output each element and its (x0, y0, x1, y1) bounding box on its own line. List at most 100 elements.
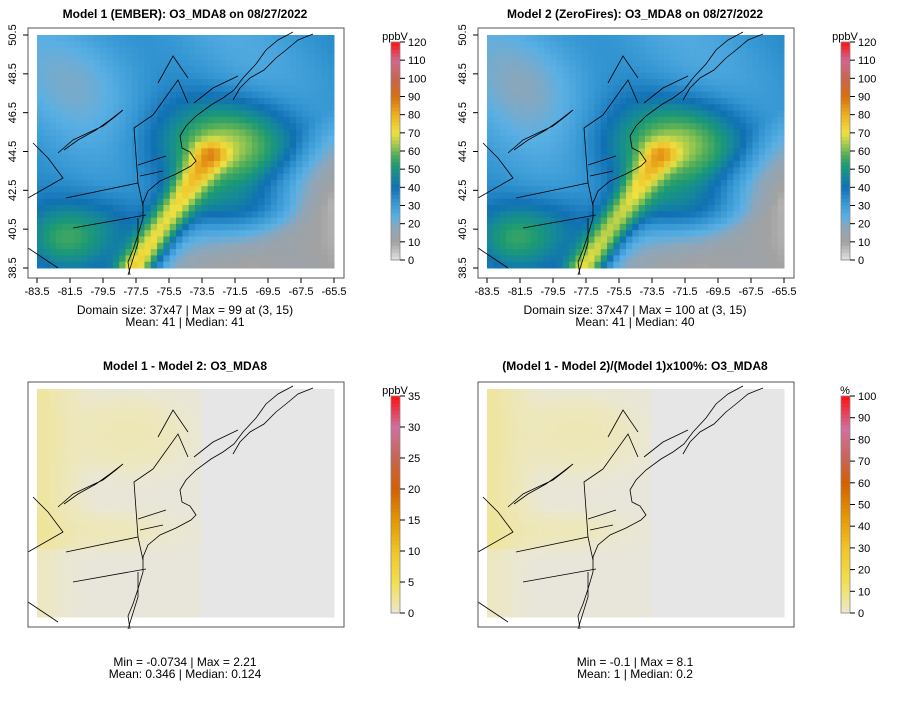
heatmap-cell (746, 223, 753, 231)
heatmap-cell (321, 179, 329, 187)
heatmap-cell (182, 142, 190, 149)
heatmap-cell (695, 41, 703, 49)
heatmap-cell (87, 35, 95, 42)
heatmap-cell (714, 66, 722, 74)
heatmap-cell (258, 148, 265, 156)
heatmap-cell (727, 104, 734, 112)
heatmap-cell (37, 129, 44, 137)
heatmap-cell (689, 104, 697, 112)
heatmap-cell (207, 450, 215, 458)
heatmap-cell (689, 186, 697, 193)
heatmap-cell (220, 129, 228, 137)
heatmap-cell (695, 35, 703, 42)
heatmap-cell (37, 530, 44, 538)
heatmap-cell (37, 47, 44, 55)
heatmap-cell (277, 261, 284, 269)
heatmap-cell (169, 536, 177, 544)
heatmap-cell (556, 198, 564, 206)
heatmap-cell (727, 72, 734, 80)
heatmap-cell (201, 487, 209, 495)
colorbar-swatch (391, 158, 400, 163)
heatmap-cell (283, 401, 291, 408)
heatmap-cell (182, 205, 190, 212)
heatmap-cell (739, 154, 747, 162)
heatmap-cell (695, 97, 703, 105)
heatmap-cell (144, 160, 152, 168)
heatmap-cell (581, 230, 589, 238)
heatmap-cell (708, 91, 715, 99)
heatmap-cell (708, 104, 715, 112)
heatmap-cell (68, 261, 76, 269)
heatmap-cell (283, 97, 291, 105)
heatmap-cell (321, 217, 329, 225)
heatmap-cell (119, 413, 126, 421)
heatmap-cell (308, 450, 316, 458)
heatmap-cell (188, 154, 196, 162)
heatmap-cell (487, 47, 494, 55)
heatmap-cell (55, 475, 63, 482)
heatmap-cell (169, 236, 177, 244)
heatmap-cell (493, 179, 501, 187)
heatmap-cell (619, 186, 627, 193)
heatmap-cell (714, 47, 722, 55)
heatmap-cell (264, 389, 272, 396)
heatmap-cell (644, 192, 652, 200)
heatmap-cell (638, 160, 646, 168)
map-boundaries (477, 31, 764, 276)
heatmap-cell (771, 223, 779, 231)
heatmap-cell (68, 72, 76, 80)
heatmap-cell (562, 66, 570, 74)
heatmap-cell (62, 255, 70, 263)
heatmap-cell (493, 186, 501, 193)
heatmap-cell (125, 450, 133, 458)
heatmap-cell (37, 407, 44, 415)
heatmap-cell (188, 173, 196, 181)
heatmap-cell (258, 116, 265, 124)
heatmap-cell (37, 186, 44, 193)
heatmap-cell (251, 389, 259, 396)
heatmap-cell (651, 91, 659, 99)
heatmap-cell (182, 530, 190, 538)
heatmap-cell (188, 419, 196, 427)
heatmap-cell (638, 249, 646, 256)
heatmap-cell (277, 462, 284, 470)
heatmap-cell (588, 217, 595, 225)
heatmap-cell (245, 179, 253, 187)
heatmap-cell (49, 85, 57, 93)
heatmap-cell (644, 123, 652, 130)
heatmap-cell (163, 41, 171, 49)
heatmap-cell (626, 47, 633, 55)
heatmap-cell (182, 242, 190, 250)
heatmap-cell (150, 160, 158, 168)
heatmap-cell (220, 401, 228, 408)
colorbar-swatch (391, 230, 400, 235)
colorbar-swatch (841, 216, 850, 221)
heatmap-cell (701, 47, 709, 55)
heatmap-cell (569, 35, 576, 42)
heatmap-cell (68, 438, 76, 445)
heatmap-cell (327, 438, 335, 445)
heatmap-cell (131, 205, 139, 212)
heatmap-cell (270, 536, 278, 544)
heatmap-cell (226, 198, 234, 206)
heatmap-cell (607, 85, 614, 93)
heatmap-cell (49, 154, 57, 162)
heatmap-cell (176, 530, 183, 538)
heatmap-cell (644, 104, 652, 112)
heatmap-cell (232, 116, 240, 124)
heatmap-cell (226, 413, 234, 421)
heatmap-cell (308, 167, 316, 175)
heatmap-cell (626, 53, 633, 61)
heatmap-cell (531, 148, 539, 156)
heatmap-cell (93, 223, 101, 231)
heatmap-cell (43, 524, 51, 532)
heatmap-cell (758, 47, 766, 55)
heatmap-cell (163, 53, 171, 61)
heatmap-cell (49, 255, 57, 263)
heatmap-cell (499, 230, 507, 238)
heatmap-cell (277, 47, 284, 55)
heatmap-cell (194, 242, 202, 250)
heatmap-cell (524, 242, 532, 250)
heatmap-cell (600, 142, 608, 149)
heatmap-cell (537, 72, 545, 80)
